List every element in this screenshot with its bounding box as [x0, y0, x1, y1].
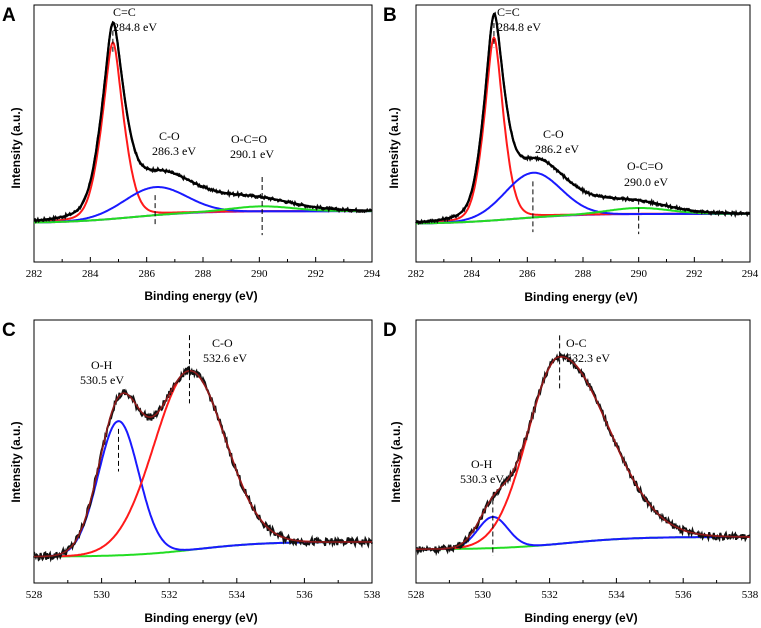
raw-spectrum: [415, 352, 751, 557]
peak-annotation-name: C-O: [212, 336, 233, 350]
x-tick-label: 538: [742, 589, 759, 601]
x-tick-label: 538: [364, 589, 381, 601]
panel-d: D Intensity (a.u.) Binding energy (eV) 5…: [383, 319, 759, 625]
fit-envelope: [34, 369, 372, 558]
peak-annotation-name: O-C=O: [231, 132, 267, 146]
panel-a: A Intensity (a.u.) Binding energy (eV) 2…: [2, 4, 381, 303]
x-tick-label: 534: [229, 589, 246, 601]
fit-envelope: [416, 355, 750, 550]
x-tick-label: 284: [82, 268, 99, 280]
fit-component-oh: [416, 515, 750, 551]
x-tick-label: 288: [195, 268, 212, 280]
x-tick-label: 528: [26, 589, 43, 601]
x-tick-label: 286: [138, 268, 155, 280]
x-tick-label: 282: [408, 268, 425, 280]
fit-envelope: [34, 21, 372, 222]
peak-annotation-name: O-C: [566, 336, 587, 350]
fit-envelope: [416, 12, 750, 224]
fit-component-co: [34, 186, 372, 224]
peak-annotation-energy: 532.3 eV: [566, 351, 610, 365]
x-tick-label: 532: [541, 589, 558, 601]
x-tick-label: 288: [575, 268, 592, 280]
fit-component-oco: [34, 205, 372, 224]
panel-letter-a: A: [2, 5, 16, 26]
x-axis-label-a: Binding energy (eV): [144, 289, 257, 303]
panel-letter-b: B: [383, 5, 397, 26]
peak-annotation-name: O-C=O: [627, 159, 663, 173]
peak-annotation-name: O-H: [91, 358, 113, 372]
x-tick-label: 292: [686, 268, 703, 280]
fit-component-oh: [33, 420, 372, 558]
x-tick-label: 532: [161, 589, 178, 601]
x-tick-label: 528: [408, 589, 425, 601]
peak-annotation-name: C=C: [497, 5, 520, 19]
peak-annotation-energy: 284.8 eV: [497, 20, 541, 34]
x-tick-label: 290: [630, 268, 647, 280]
y-axis-label-b: Intensity (a.u.): [387, 107, 401, 188]
plot-area-d: [415, 319, 751, 584]
x-axis-label-b: Binding energy (eV): [524, 290, 637, 304]
fit-component-co: [415, 171, 750, 225]
annotations-a: C=C 284.8 eV C-O 286.3 eV O-C=O 290.1 eV: [113, 5, 274, 161]
x-tick-label: 294: [742, 268, 759, 280]
peak-annotation-energy: 532.6 eV: [203, 351, 247, 365]
x-tick-label: 530: [475, 589, 492, 601]
x-tick-label: 284: [463, 268, 480, 280]
raw-spectrum: [33, 20, 373, 224]
raw-spectrum: [415, 11, 751, 225]
plot-area-a: [33, 4, 373, 263]
fit-component-oc: [416, 355, 750, 551]
panel-letter-d: D: [383, 320, 397, 341]
peak-annotation-energy: 530.5 eV: [80, 373, 124, 387]
x-tick-label: 534: [608, 589, 625, 601]
x-tick-label: 536: [675, 589, 692, 601]
peak-annotation-energy: 290.0 eV: [624, 175, 668, 189]
y-axis-label-d: Intensity (a.u.): [389, 421, 403, 502]
panel-letter-c: C: [2, 320, 16, 341]
x-tick-label: 286: [519, 268, 536, 280]
fit-component-co: [34, 370, 372, 558]
tick-labels-c: 528 530 532 534 536 538: [26, 589, 381, 601]
tick-labels-b: 282 284 286 288 290 292 294: [408, 268, 759, 280]
panel-b: B Intensity (a.u.) Binding energy (eV) 2…: [383, 4, 759, 304]
peak-annotation-name: O-H: [471, 457, 493, 471]
plot-frame: [33, 4, 373, 263]
peak-annotation-energy: 290.1 eV: [230, 147, 274, 161]
tick-labels-a: 282 284 286 288 290 292 294: [26, 268, 381, 280]
peak-annotation-name: C=C: [113, 5, 136, 19]
annotations-b: C=C 284.8 eV C-O 286.2 eV O-C=O 290.0 eV: [497, 5, 668, 189]
peak-annotation-name: C-O: [159, 129, 180, 143]
x-axis-label-d: Binding energy (eV): [524, 611, 637, 625]
x-tick-label: 282: [26, 268, 43, 280]
peak-annotation-energy: 286.2 eV: [535, 142, 579, 156]
peak-annotation-name: C-O: [543, 127, 564, 141]
peak-annotation-energy: 286.3 eV: [152, 144, 196, 158]
x-tick-label: 294: [364, 268, 381, 280]
x-tick-label: 530: [93, 589, 110, 601]
panel-c: C Intensity (a.u.) Binding energy (eV) 5…: [2, 319, 381, 625]
y-axis-label-c: Intensity (a.u.): [9, 421, 23, 502]
y-axis-label-a: Intensity (a.u.): [9, 107, 23, 188]
peak-annotation-energy: 284.8 eV: [113, 20, 157, 34]
x-axis-label-c: Binding energy (eV): [144, 611, 257, 625]
plot-area-c: [33, 319, 373, 584]
plot-frame: [415, 4, 751, 263]
fit-component-cc: [34, 40, 372, 223]
raw-spectrum: [33, 365, 373, 563]
peak-annotation-energy: 530.3 eV: [460, 472, 504, 486]
tick-labels-d: 528 530 532 534 536 538: [408, 589, 759, 601]
x-tick-label: 290: [251, 268, 268, 280]
fit-component-cc: [416, 35, 750, 224]
annotations-d: O-H 530.3 eV O-C 532.3 eV: [460, 336, 610, 486]
plot-area-b: [415, 4, 751, 263]
annotations-c: O-H 530.5 eV C-O 532.6 eV: [80, 336, 247, 387]
x-tick-label: 292: [307, 268, 324, 280]
x-tick-label: 536: [296, 589, 313, 601]
